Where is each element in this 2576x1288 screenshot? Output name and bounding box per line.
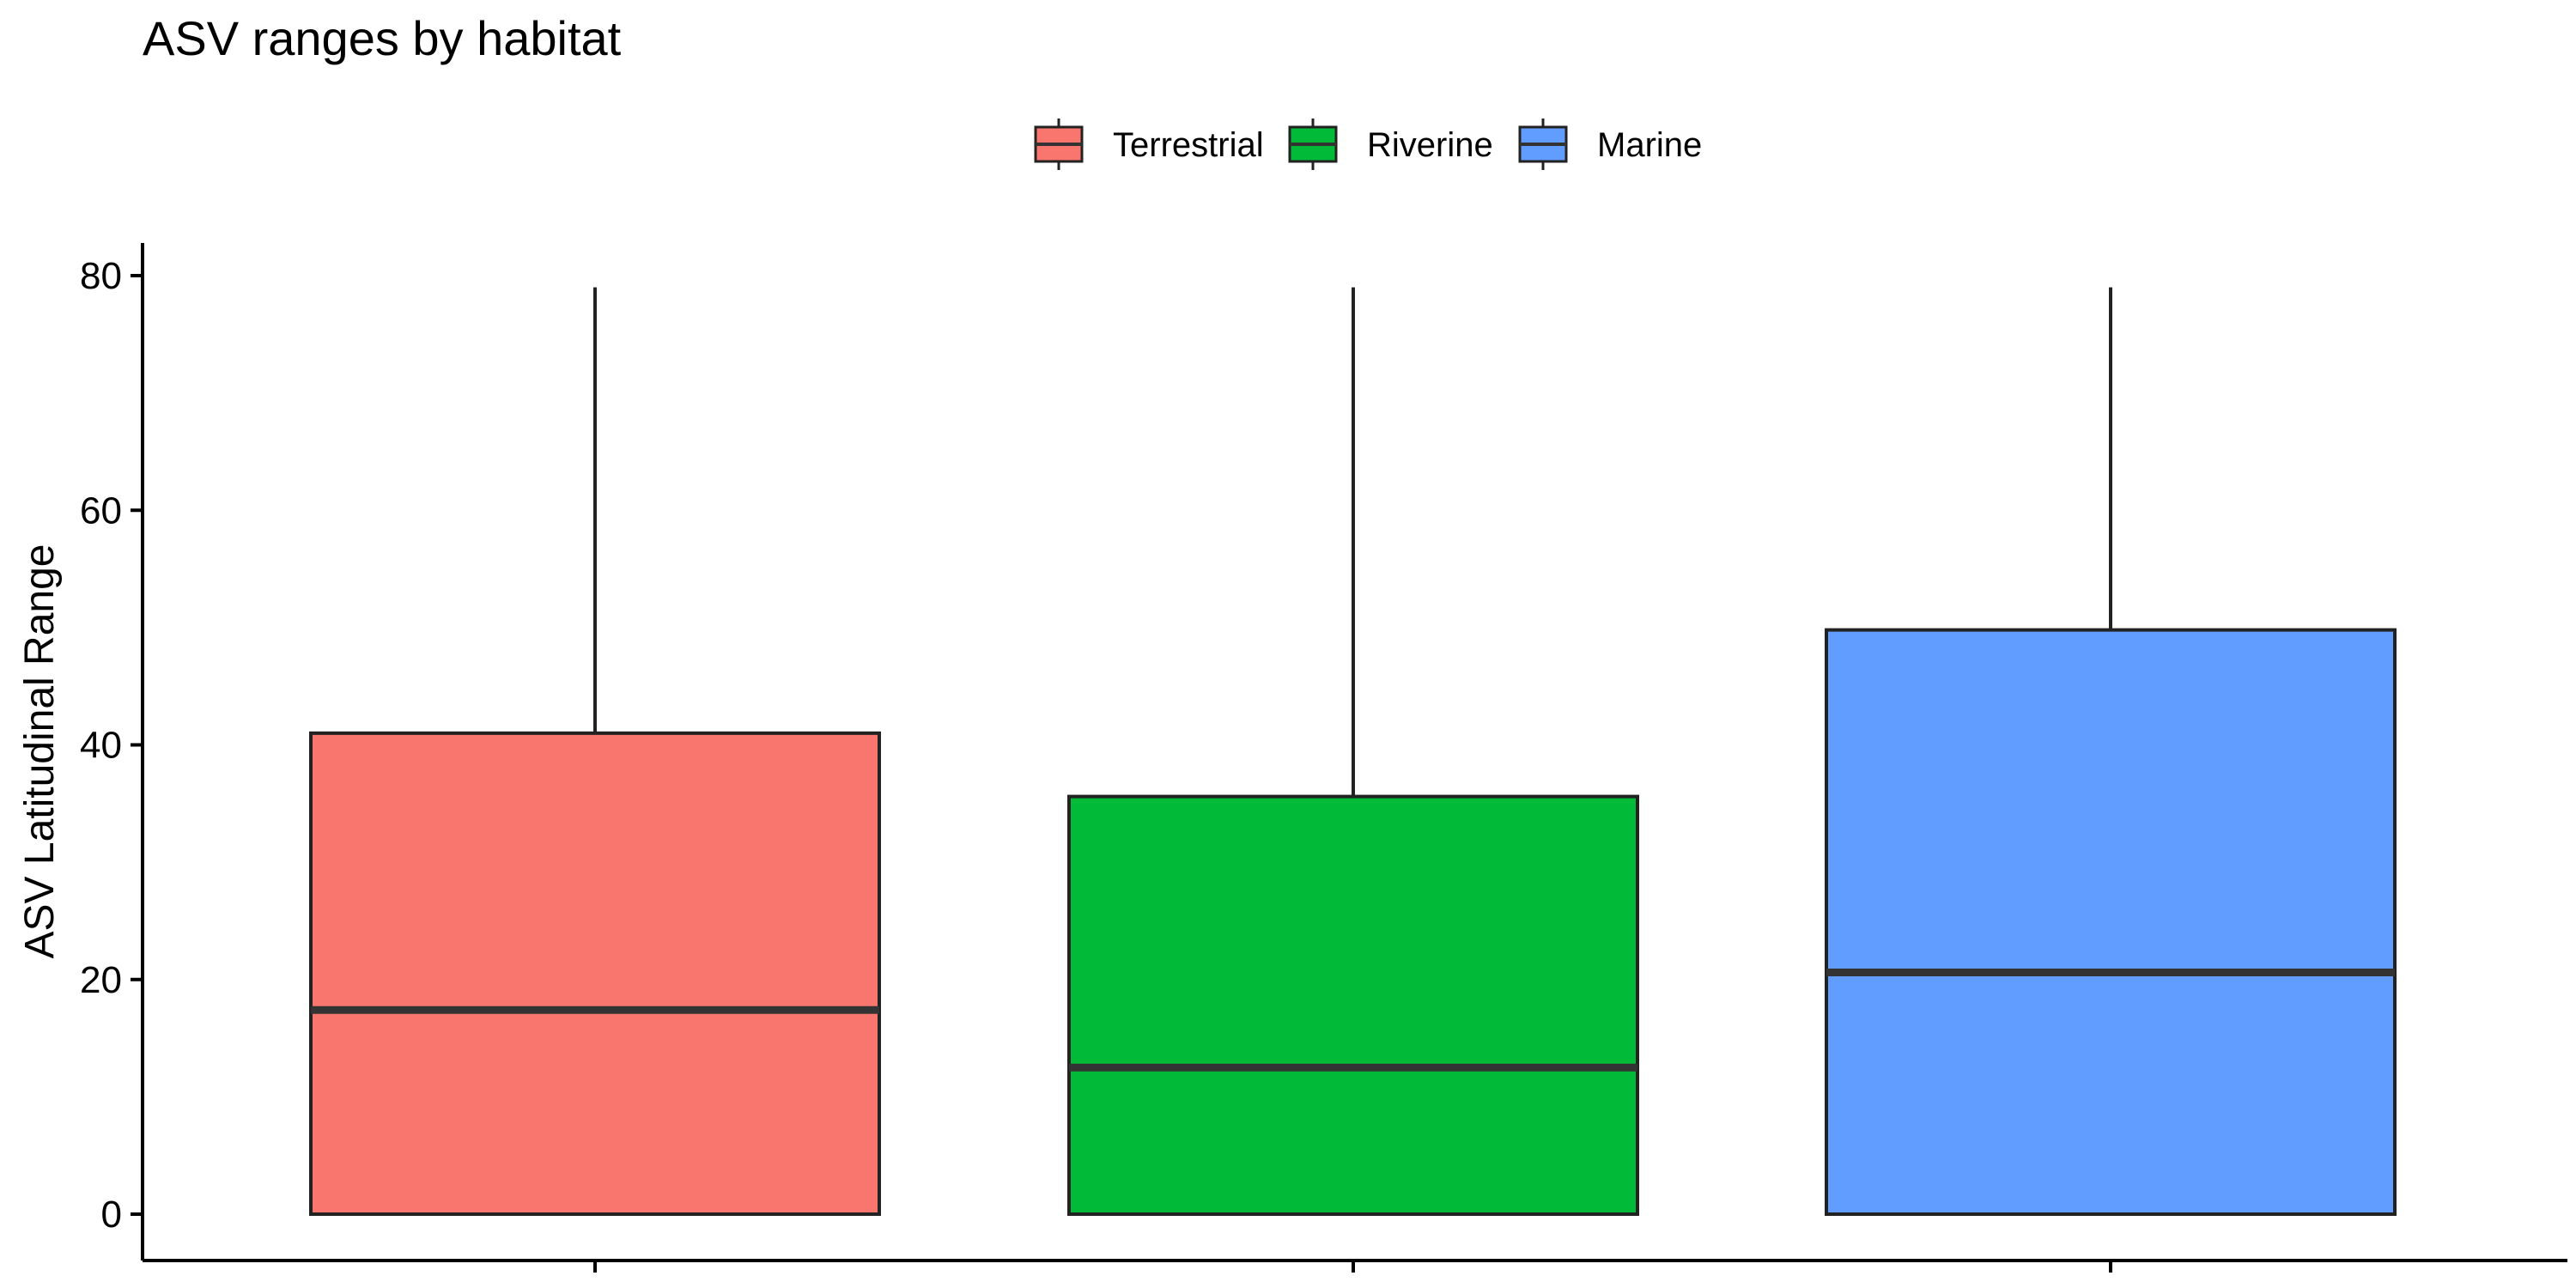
legend-item-riverine: Riverine [1288,118,1493,170]
box-marine [1825,287,2397,1216]
y-tick-label: 0 [101,1194,122,1236]
y-tick-label: 40 [80,725,122,767]
y-tick-label: 60 [80,489,122,532]
box-iqr [1067,794,1639,1216]
y-tick-label: 20 [80,959,122,1001]
box-iqr [309,731,881,1216]
box-terrestrial [309,287,881,1216]
y-axis-title: ASV Latitudinal Range [17,544,63,959]
legend-label: Riverine [1367,126,1493,164]
legend-item-marine: Marine [1518,118,1702,170]
legend-label: Marine [1597,126,1702,164]
legend: Terrestrial Riverine Marine [1034,118,1702,170]
box-iqr [1825,628,2397,1216]
y-tick-label: 80 [80,255,122,297]
legend-label: Terrestrial [1113,126,1264,164]
legend-item-terrestrial: Terrestrial [1034,118,1264,170]
chart-title: ASV ranges by habitat [143,11,622,65]
box-riverine [1067,287,1639,1216]
axes: ASV Latitudinal Range 0 20 40 60 80 [17,243,2567,1273]
plot-area [309,287,2397,1216]
